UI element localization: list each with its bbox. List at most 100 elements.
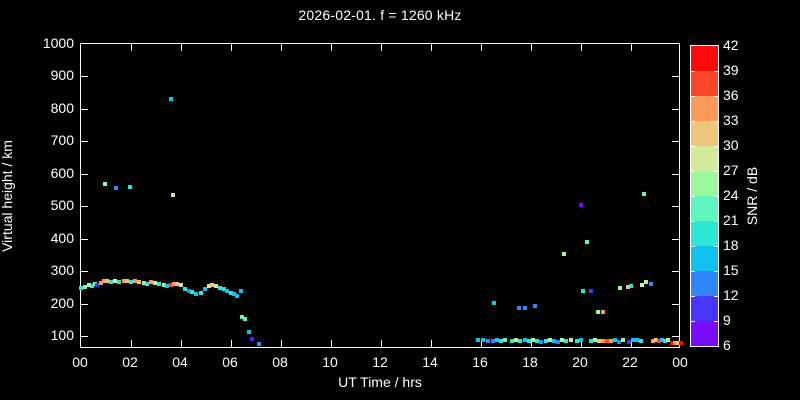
x-tick <box>631 44 632 51</box>
data-point <box>539 339 543 344</box>
colorbar-tick <box>691 271 695 272</box>
colorbar-tick-label: 30 <box>723 137 739 153</box>
data-point <box>161 283 166 288</box>
data-point <box>575 338 579 343</box>
data-point <box>651 338 655 343</box>
colorbar-segment <box>691 196 718 221</box>
y-tick-label: 400 <box>50 229 74 246</box>
data-point <box>510 338 514 343</box>
x-tick <box>481 340 482 347</box>
x-tick-label: 04 <box>172 354 188 370</box>
data-point <box>225 288 230 293</box>
x-tick-label: 00 <box>72 354 88 370</box>
colorbar-segment <box>691 171 718 196</box>
colorbar-segment <box>691 96 718 121</box>
data-point <box>105 278 110 283</box>
x-tick-label: 18 <box>522 354 538 370</box>
x-tick <box>581 340 582 347</box>
data-point <box>670 340 674 345</box>
colorbar-tick <box>714 121 718 122</box>
data-point <box>544 338 548 343</box>
y-tick-label: 700 <box>50 132 74 149</box>
data-point <box>516 306 521 311</box>
snr-colorbar <box>690 45 719 347</box>
colorbar-tick <box>714 196 718 197</box>
data-point <box>601 338 605 343</box>
data-point <box>82 285 87 290</box>
data-point <box>523 306 527 311</box>
data-point <box>613 337 617 342</box>
data-point <box>514 337 518 342</box>
data-point <box>605 338 609 343</box>
y-tick-label: 200 <box>50 294 74 311</box>
colorbar-tick-label: 21 <box>723 212 739 228</box>
data-point <box>657 338 661 343</box>
data-point <box>242 317 247 322</box>
data-point <box>617 339 621 344</box>
x-tick-label: 08 <box>272 354 288 370</box>
y-tick-label: 100 <box>50 327 74 344</box>
data-point <box>660 337 664 342</box>
data-point <box>597 338 601 343</box>
data-point <box>654 337 658 342</box>
x-tick <box>381 44 382 51</box>
data-point <box>476 337 480 342</box>
data-point <box>601 310 605 314</box>
y-tick <box>81 303 88 305</box>
data-point <box>175 282 180 287</box>
colorbar-tick <box>714 146 718 147</box>
data-point <box>640 283 644 288</box>
data-point <box>618 286 622 290</box>
data-point <box>149 280 153 285</box>
y-tick <box>672 173 679 175</box>
data-point <box>589 338 593 343</box>
x-tick-label: 06 <box>222 354 238 370</box>
chart-title: 2026-02-01. f = 1260 kHz <box>298 7 462 23</box>
colorbar-tick-label: 18 <box>723 237 739 253</box>
x-tick <box>331 340 332 347</box>
data-point <box>239 288 243 293</box>
data-point <box>626 285 630 290</box>
y-tick <box>672 206 679 208</box>
x-tick-label: 10 <box>322 354 338 370</box>
colorbar-segment <box>691 71 718 96</box>
data-point <box>171 192 175 197</box>
data-point <box>98 281 103 286</box>
data-point <box>179 283 183 288</box>
x-axis-label: UT Time / hrs <box>338 374 422 390</box>
y-tick <box>672 108 679 110</box>
data-point <box>503 337 507 342</box>
colorbar-tick <box>691 96 695 97</box>
data-point <box>499 338 503 343</box>
y-tick-label: 600 <box>50 164 74 181</box>
data-point <box>491 338 495 343</box>
x-tick <box>231 44 232 51</box>
x-tick <box>481 44 482 51</box>
x-tick <box>381 340 382 347</box>
colorbar-tick <box>691 171 695 172</box>
colorbar-tick-label: 27 <box>723 162 739 178</box>
x-tick <box>181 340 182 347</box>
colorbar-tick <box>714 296 718 297</box>
data-point <box>165 284 170 289</box>
data-point <box>141 281 146 286</box>
data-point <box>169 97 173 102</box>
colorbar-tick-label: 24 <box>723 187 739 203</box>
data-point <box>132 278 137 283</box>
colorbar-segment <box>691 271 718 296</box>
data-point <box>229 290 233 295</box>
data-point <box>621 337 625 342</box>
y-tick <box>81 336 88 338</box>
data-point <box>116 280 121 285</box>
data-point <box>562 252 566 257</box>
data-point <box>644 280 648 285</box>
data-point <box>523 337 527 342</box>
colorbar-tick-label: 36 <box>723 87 739 103</box>
data-point <box>579 337 583 342</box>
y-tick <box>81 271 88 273</box>
x-tick <box>631 340 632 347</box>
y-tick <box>672 141 679 143</box>
data-point <box>560 337 564 342</box>
colorbar-tick <box>691 146 695 147</box>
colorbar-tick <box>691 121 695 122</box>
